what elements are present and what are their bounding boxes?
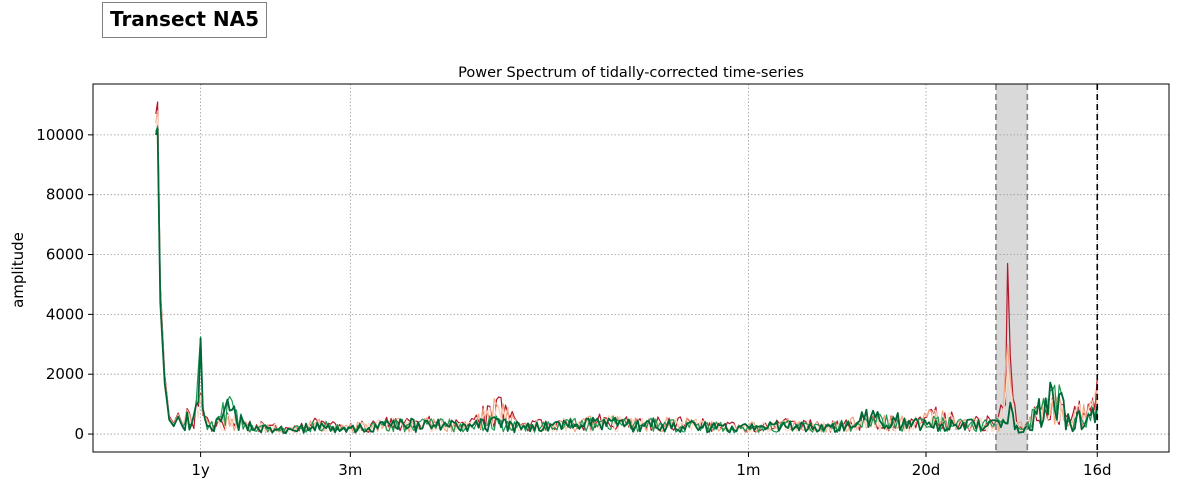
tick-layer: 0 2000 4000 6000 8000 10000 1y 3m 1m 20d 16d [36, 126, 1111, 479]
series-line [155, 125, 1098, 434]
series-line [154, 127, 1099, 435]
series-line [155, 116, 1098, 434]
y-tick-label: 10000 [36, 126, 84, 144]
vline-layer [995, 84, 1099, 452]
x-tick-label: 20d [912, 461, 941, 479]
y-tick-label: 6000 [46, 246, 84, 264]
plot-frame [92, 83, 1170, 453]
y-tick-label: 8000 [46, 186, 84, 204]
x-tick-label: 1y [191, 461, 210, 479]
y-tick-label: 4000 [46, 305, 84, 323]
x-tick-label: 3m [338, 461, 362, 479]
grid-layer [93, 84, 1169, 452]
y-tick-label: 0 [74, 425, 84, 443]
transect-badge: Transect NA5 [102, 2, 268, 38]
series-line [155, 110, 1098, 434]
y-axis-label: amplitude [9, 232, 27, 308]
series-layer [154, 101, 1099, 435]
x-tick-label: 1m [736, 461, 760, 479]
x-tick-label: 16d [1083, 461, 1112, 479]
chart-title: Power Spectrum of tidally-corrected time… [458, 65, 804, 81]
series-line [155, 101, 1098, 434]
y-tick-label: 2000 [46, 365, 84, 383]
